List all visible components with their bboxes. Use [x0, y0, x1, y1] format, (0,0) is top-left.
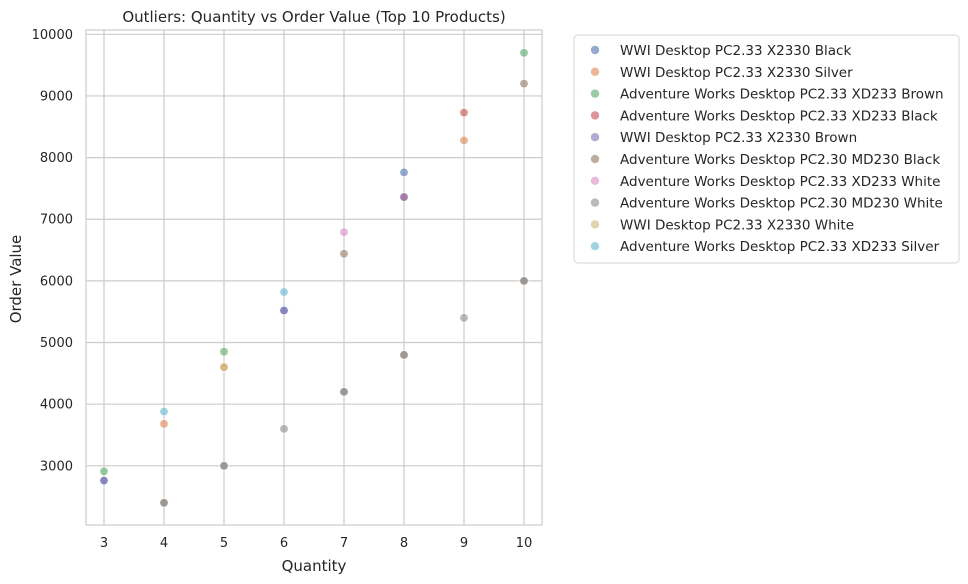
- x-axis-label: Quantity: [282, 557, 347, 575]
- legend-marker: [590, 154, 600, 164]
- scatter-point: [159, 407, 169, 417]
- legend-entry: WWI Desktop PC2.33 X2330 Brown: [620, 130, 857, 146]
- scatter-point: [339, 387, 349, 397]
- series-8: [159, 276, 529, 508]
- x-axis-ticks: 3 4 5 6 7 8 9 10: [100, 536, 532, 551]
- series-2: [159, 135, 469, 429]
- legend-entry: Adventure Works Desktop PC2.33 XD233 Bla…: [620, 108, 938, 124]
- scatter-point: [99, 466, 109, 476]
- scatter-point: [339, 227, 349, 237]
- y-axis-ticks: 3000 4000 5000 6000 7000 8000 9000 10000: [32, 28, 73, 475]
- scatter-point: [279, 424, 289, 434]
- y-tick-label: 8000: [40, 151, 73, 166]
- scatter-point: [459, 108, 469, 118]
- legend-marker: [590, 242, 600, 251]
- scatter-point: [219, 461, 229, 471]
- scatter-point: [279, 287, 289, 297]
- legend-entry: WWI Desktop PC2.33 X2330 Black: [620, 43, 851, 59]
- legend-marker: [590, 198, 600, 207]
- series-9: [219, 362, 229, 372]
- legend-marker: [590, 89, 600, 98]
- x-tick-label: 9: [460, 536, 468, 551]
- legend-entry: Adventure Works Desktop PC2.33 XD233 Bro…: [620, 87, 944, 103]
- legend-entry: Adventure Works Desktop PC2.30 MD230 Whi…: [620, 196, 943, 212]
- legend-entry: WWI Desktop PC2.33 X2330 Silver: [620, 65, 853, 81]
- x-tick-label: 4: [160, 536, 168, 551]
- scatter-point: [159, 419, 169, 429]
- scatter-point: [459, 313, 469, 323]
- x-tick-label: 5: [220, 536, 228, 551]
- x-tick-label: 7: [340, 536, 348, 551]
- legend-marker: [590, 67, 600, 77]
- series-4: [399, 108, 469, 202]
- y-tick-label: 3000: [40, 459, 73, 474]
- y-tick-label: 4000: [40, 398, 73, 413]
- y-tick-label: 10000: [32, 28, 73, 43]
- y-tick-label: 7000: [40, 213, 73, 228]
- legend-entry: Adventure Works Desktop PC2.33 XD233 Whi…: [620, 174, 940, 190]
- x-tick-label: 8: [400, 536, 408, 551]
- y-tick-label: 9000: [40, 89, 73, 104]
- scatter-point: [399, 192, 409, 202]
- legend-entry: Adventure Works Desktop PC2.33 XD233 Sil…: [620, 239, 940, 255]
- series-1: [99, 167, 409, 486]
- scatter-point: [519, 48, 529, 58]
- x-tick-label: 10: [516, 536, 533, 551]
- scatter-point: [219, 347, 229, 357]
- series-5: [99, 192, 409, 486]
- gridlines: [86, 30, 542, 525]
- plot-frame: [85, 29, 543, 526]
- chart-title: Outliers: Quantity vs Order Value (Top 1…: [122, 8, 505, 26]
- legend-marker: [590, 133, 600, 142]
- legend: WWI Desktop PC2.33 X2330 Black WWI Deskto…: [573, 34, 960, 264]
- legend-entry: WWI Desktop PC2.33 X2330 White: [620, 217, 854, 233]
- legend-marker: [590, 220, 600, 229]
- series-3: [99, 48, 529, 476]
- series-10: [159, 287, 289, 417]
- scatter-point: [519, 276, 529, 286]
- y-axis-label: Order Value: [7, 235, 25, 324]
- x-tick-label: 3: [100, 536, 108, 551]
- legend-marker: [590, 111, 600, 120]
- scatter-point: [159, 498, 169, 508]
- scatter-point: [219, 362, 229, 372]
- y-tick-label: 5000: [40, 336, 73, 351]
- legend-entry: Adventure Works Desktop PC2.30 MD230 Bla…: [620, 152, 940, 168]
- legend-box: [573, 34, 960, 264]
- legend-marker: [590, 45, 600, 55]
- series-7: [339, 227, 349, 237]
- scatter-point: [279, 305, 289, 315]
- x-tick-label: 6: [280, 536, 288, 551]
- scatter-point: [459, 135, 469, 145]
- scatter-point: [519, 79, 529, 89]
- scatter-point: [399, 350, 409, 360]
- scatter-point: [99, 476, 109, 486]
- y-tick-label: 6000: [40, 274, 73, 289]
- scatter-point: [339, 249, 349, 259]
- legend-marker: [590, 176, 600, 185]
- data-points: [99, 48, 529, 508]
- scatter-point: [399, 167, 409, 177]
